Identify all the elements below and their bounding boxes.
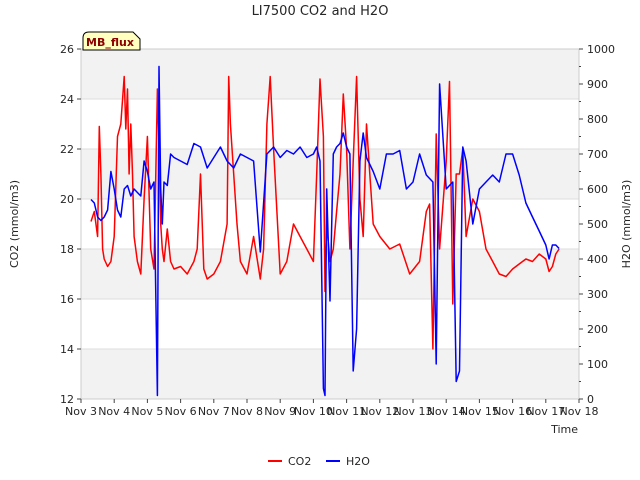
- y-left-tick-label-5: 22: [60, 143, 74, 156]
- y-left-tick-label-0: 12: [60, 393, 74, 406]
- x-tick-label-12: Nov 15: [460, 405, 499, 418]
- x-tick-label-14: Nov 17: [526, 405, 565, 418]
- band-0: [81, 349, 579, 399]
- x-tick-label-6: Nov 9: [264, 405, 296, 418]
- x-tick-label-15: Nov 18: [560, 405, 599, 418]
- x-tick-label-10: Nov 13: [394, 405, 433, 418]
- badge-label: MB_flux: [86, 36, 134, 49]
- x-axis-label: Time: [550, 423, 578, 436]
- x-tick-label-7: Nov 10: [294, 405, 333, 418]
- y-right-tick-label-10: 1000: [587, 43, 615, 56]
- y-right-tick-label-2: 200: [587, 323, 608, 336]
- x-tick-label-1: Nov 4: [98, 405, 130, 418]
- x-tick-label-9: Nov 12: [360, 405, 399, 418]
- x-tick-label-5: Nov 8: [231, 405, 263, 418]
- plot-area: [90, 65, 560, 397]
- x-tick-label-0: Nov 3: [65, 405, 97, 418]
- x-tick-label-3: Nov 6: [165, 405, 197, 418]
- legend: CO2 H2O: [268, 455, 370, 468]
- y-right-tick-label-5: 500: [587, 218, 608, 231]
- band-6: [81, 49, 579, 99]
- y-left-tick-label-6: 24: [60, 93, 74, 106]
- legend-label-h2o: H2O: [346, 455, 370, 468]
- y-left-tick-label-1: 14: [60, 343, 74, 356]
- x-tick-label-2: Nov 5: [131, 405, 163, 418]
- series-line-co2: [90, 75, 560, 350]
- y-right-tick-label-3: 300: [587, 288, 608, 301]
- y-right-tick-label-9: 900: [587, 78, 608, 91]
- y-axis-left-label: CO2 (mmol/m3): [8, 180, 21, 268]
- gridlines: [81, 48, 579, 400]
- y-right-tick-label-1: 100: [587, 358, 608, 371]
- chart-title: LI7500 CO2 and H2O: [252, 4, 389, 19]
- x-tick-label-13: Nov 16: [493, 405, 532, 418]
- series-line-h2o: [90, 65, 560, 397]
- x-tick-label-4: Nov 7: [198, 405, 230, 418]
- y-left-tick-label-7: 26: [60, 43, 74, 56]
- y-axis-right-ticks: 0 100 200 300 400 500 600 700 800 900 1000: [579, 43, 615, 406]
- y-right-tick-label-8: 800: [587, 113, 608, 126]
- y-right-tick-label-6: 600: [587, 183, 608, 196]
- mb-flux-badge: MB_flux: [82, 31, 141, 51]
- x-tick-label-11: Nov 14: [427, 405, 466, 418]
- y-axis-left-ticks: 12 14 16 18 20 22 24 26: [60, 43, 81, 406]
- background-bands: [81, 49, 579, 399]
- y-left-tick-label-3: 18: [60, 243, 74, 256]
- y-right-tick-label-4: 400: [587, 253, 608, 266]
- plot-frame: [80, 48, 580, 400]
- legend-label-co2: CO2: [288, 455, 311, 468]
- y-left-tick-label-2: 16: [60, 293, 74, 306]
- x-tick-label-8: Nov 11: [327, 405, 366, 418]
- y-left-tick-label-4: 20: [60, 193, 74, 206]
- y-right-tick-label-0: 0: [587, 393, 594, 406]
- y-axis-right-label: H2O (mmol/m3): [620, 180, 633, 269]
- y-right-tick-label-7: 700: [587, 148, 608, 161]
